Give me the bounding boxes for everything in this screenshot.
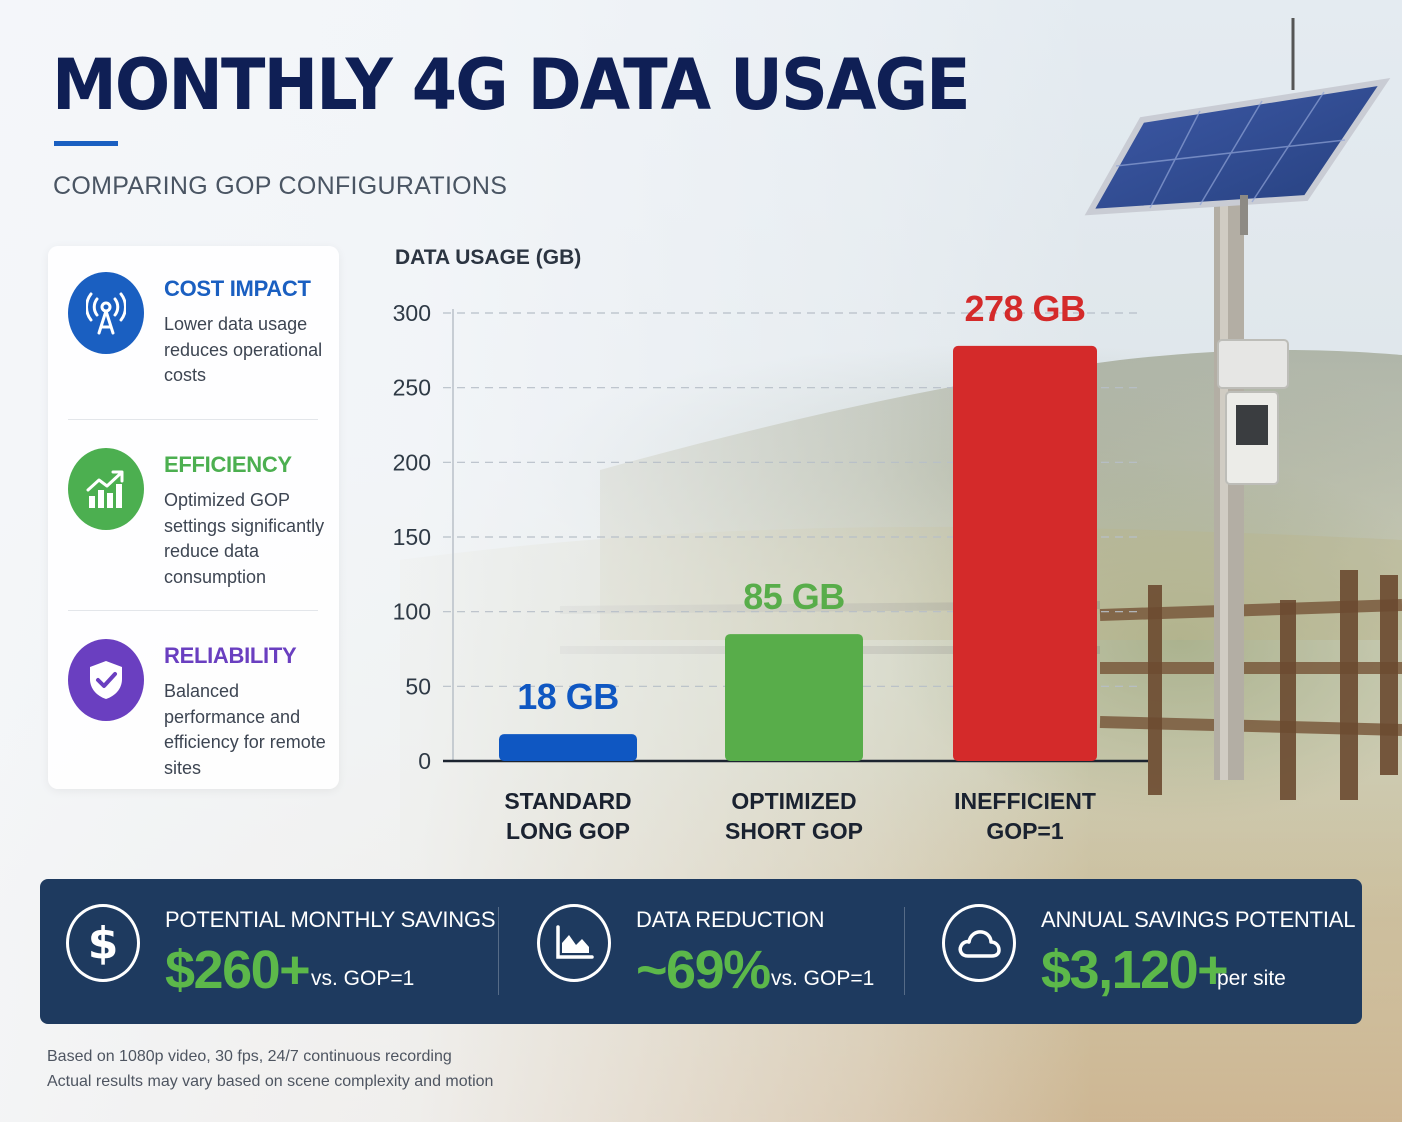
bar	[725, 634, 863, 761]
feature-text: Optimized GOP settings significantly red…	[164, 490, 325, 587]
feature-title: EFFICIENCY	[164, 452, 292, 477]
stat-value: $260+	[165, 940, 311, 1000]
y-tick-label: 300	[393, 300, 431, 326]
x-tick-label: OPTIMIZED SHORT GOP	[724, 788, 863, 844]
stat-monthly-savings: $ POTENTIAL MONTHLY SAVINGS $260+ vs. GO…	[66, 879, 506, 1024]
stat-suffix: per site	[1217, 967, 1286, 990]
x-tick-label: INEFFICIENT GOP=1	[954, 788, 1096, 844]
feature-text: Lower data usage reduces operational cos…	[164, 314, 323, 385]
bar	[499, 734, 637, 761]
page-subtitle: COMPARING GOP CONFIGURATIONS	[53, 172, 508, 200]
feature-title: RELIABILITY	[164, 643, 297, 668]
divider	[68, 419, 318, 420]
x-tick-label: STANDARD LONG GOP	[504, 788, 632, 844]
feature-card: COST IMPACT Lower data usage reduces ope…	[48, 246, 339, 789]
y-tick-label: 100	[393, 599, 431, 625]
cloud-icon	[942, 904, 1016, 982]
dollar-icon: $	[66, 904, 140, 982]
stat-value: ~69%	[636, 940, 771, 1000]
feature-title: COST IMPACT	[164, 276, 311, 301]
stat-label: DATA REDUCTION	[636, 907, 825, 932]
divider	[904, 907, 905, 995]
stat-annual-savings: ANNUAL SAVINGS POTENTIAL $3,120+ per sit…	[942, 879, 1356, 1024]
bar	[953, 345, 1097, 761]
bar-data-label: 85 GB	[743, 576, 845, 618]
divider	[68, 610, 318, 611]
bar-data-label: 278 GB	[964, 287, 1086, 329]
page-title: MONTHLY 4G DATA USAGE	[52, 44, 971, 126]
savings-summary-bar: $ POTENTIAL MONTHLY SAVINGS $260+ vs. GO…	[40, 879, 1362, 1024]
footnote-1: Based on 1080p video, 30 fps, 24/7 conti…	[47, 1048, 452, 1065]
footnote-2: Actual results may vary based on scene c…	[47, 1073, 494, 1090]
stat-label: POTENTIAL MONTHLY SAVINGS	[165, 907, 496, 932]
y-tick-label: 250	[393, 375, 431, 401]
y-tick-label: 50	[405, 673, 431, 699]
divider	[498, 907, 499, 995]
stat-suffix: vs. GOP=1	[311, 967, 415, 990]
bar-chart: DATA USAGE (GB) 0 50 100 150 200 250 300	[393, 246, 1148, 774]
area-chart-icon	[537, 904, 611, 982]
y-tick-label: 0	[418, 748, 431, 774]
stat-data-reduction: DATA REDUCTION ~69% vs. GOP=1	[537, 879, 917, 1024]
y-tick-label: 200	[393, 449, 431, 475]
feature-text: Balanced performance and efficiency for …	[164, 681, 326, 778]
antenna-icon	[68, 272, 144, 354]
shield-check-icon	[68, 639, 144, 721]
y-axis-label: DATA USAGE (GB)	[395, 246, 581, 269]
stat-label: ANNUAL SAVINGS POTENTIAL	[1041, 907, 1356, 932]
growth-chart-icon	[68, 448, 144, 530]
title-underline	[54, 141, 118, 146]
y-tick-label: 150	[393, 524, 431, 550]
bar-data-label: 18 GB	[517, 676, 619, 718]
stat-suffix: vs. GOP=1	[771, 967, 875, 990]
stat-value: $3,120+	[1041, 940, 1229, 1000]
